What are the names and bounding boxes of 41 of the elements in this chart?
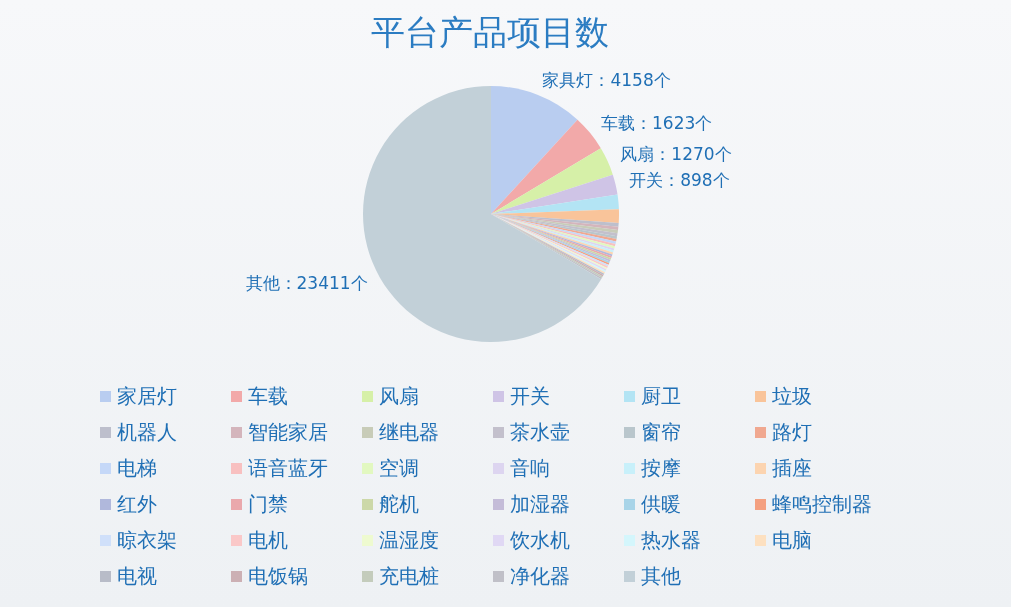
legend-label: 舵机 [379,490,419,518]
legend-label: 风扇 [379,382,419,410]
legend-label: 电饭锅 [248,562,308,590]
legend-label: 开关 [510,382,550,410]
legend-label: 垃圾 [772,382,812,410]
legend-label: 茶水壶 [510,418,570,446]
legend-label: 继电器 [379,418,439,446]
legend-label: 车载 [248,382,288,410]
legend-label: 热水器 [641,526,701,554]
legend-label: 语音蓝牙 [248,454,328,482]
legend-label: 红外 [117,490,157,518]
data-label: 车载：1623个 [601,112,713,133]
legend-label: 其他 [641,562,681,590]
legend-label: 蜂鸣控制器 [772,490,872,518]
chart-title: 平台产品项目数 [370,11,610,54]
data-label: 风扇：1270个 [620,143,732,164]
legend-label: 厨卫 [641,382,681,410]
legend-label: 电机 [248,526,288,554]
data-label: 开关：898个 [629,169,730,190]
legend-label: 电梯 [117,454,157,482]
legend-label: 空调 [379,454,419,482]
legend-label: 晾衣架 [117,526,177,554]
legend-label: 供暖 [641,490,681,518]
legend-label: 加湿器 [510,490,570,518]
legend-label: 电脑 [772,526,812,554]
legend-label: 温湿度 [379,526,439,554]
legend-label: 插座 [772,454,812,482]
legend-label: 家居灯 [117,382,177,410]
legend-label: 音响 [510,454,550,482]
legend-label: 门禁 [248,490,288,518]
legend-label: 智能家居 [248,418,328,446]
legend-label: 机器人 [117,418,177,446]
data-label: 其他：23411个 [245,272,368,293]
legend-label: 净化器 [510,562,570,590]
legend-label: 窗帘 [641,418,681,446]
legend-label: 按摩 [641,454,681,482]
legend-label: 充电桩 [379,562,439,590]
data-label: 家具灯：4158个 [542,70,671,91]
legend-label: 路灯 [772,418,812,446]
legend-label: 电视 [117,562,157,590]
legend-label: 饮水机 [510,526,570,554]
